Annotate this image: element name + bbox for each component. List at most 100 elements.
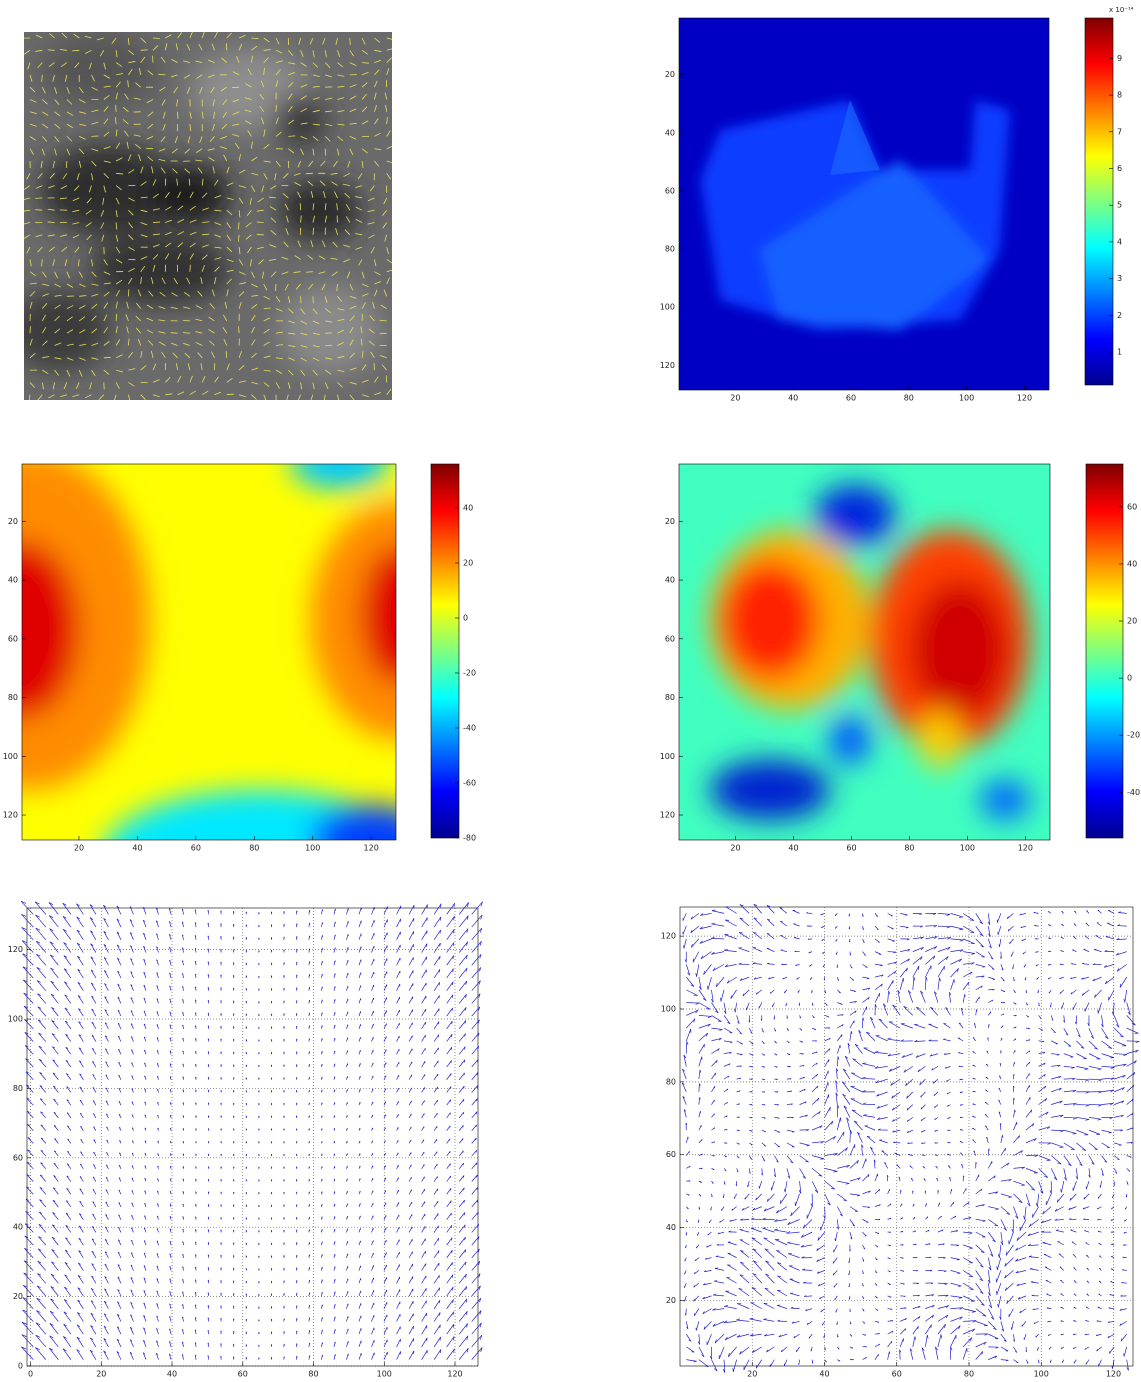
vector-arrow — [27, 1124, 33, 1130]
vector-head — [789, 1067, 790, 1068]
vector-head — [271, 950, 272, 951]
vector-arrow — [459, 1112, 463, 1118]
vector-arrow — [686, 1019, 695, 1029]
vector-arrow — [397, 958, 401, 965]
x-tick-label: 120 — [1018, 844, 1033, 853]
vector-arrow — [397, 932, 401, 940]
vector-arrow — [472, 1335, 482, 1347]
vector-arrow — [834, 1245, 838, 1252]
vector-arrow — [791, 1308, 800, 1309]
vector-head — [271, 988, 272, 989]
vector-arrow — [79, 1061, 83, 1067]
vector-arrow — [384, 946, 387, 953]
vector-head — [863, 1115, 866, 1116]
vector-arrow — [447, 1324, 454, 1334]
vector-arrow — [716, 1256, 724, 1257]
y-tick-label: 100 — [8, 1015, 23, 1024]
vector-arrow — [21, 914, 33, 927]
vector-arrow — [753, 948, 762, 952]
vector-arrow — [409, 957, 413, 965]
vector-arrow — [781, 1347, 787, 1352]
vector-arrow — [459, 1151, 463, 1156]
vector-arrow — [36, 954, 45, 965]
vector-arrow — [384, 1302, 387, 1308]
vector-arrow — [27, 1111, 33, 1118]
vector-arrow — [117, 1327, 121, 1335]
vector-arrow — [23, 980, 33, 991]
vector-arrow — [472, 1298, 481, 1309]
vector-arrow — [825, 1049, 830, 1054]
vector-arrow — [472, 1212, 479, 1220]
vector-arrow — [724, 1015, 730, 1023]
vector-arrow — [434, 1100, 437, 1105]
vector-arrow — [51, 1299, 59, 1309]
vector-arrow — [825, 1059, 829, 1066]
vector-arrow — [397, 919, 401, 927]
colorbar-tick-label: 7 — [1117, 127, 1122, 136]
vector-arrow — [65, 1250, 71, 1258]
colorbar-tick-label: 5 — [1117, 201, 1122, 210]
vector-arrow — [825, 1107, 831, 1117]
vector-head — [702, 1139, 703, 1140]
vector-arrow — [422, 1301, 427, 1309]
y-tick-label: 0 — [18, 1362, 23, 1371]
vector-arrow — [77, 1312, 83, 1321]
vector-arrow — [372, 933, 375, 940]
vector-arrow — [50, 1323, 58, 1334]
vector-arrow — [26, 1187, 33, 1194]
vector-arrow — [777, 1305, 787, 1308]
vector-arrow — [472, 1072, 478, 1079]
vector-arrow — [35, 1348, 45, 1360]
vector-head — [41, 1112, 43, 1113]
vector-head — [750, 1318, 754, 1319]
vector-arrow — [719, 1347, 724, 1359]
vector-arrow — [37, 1286, 46, 1296]
vector-arrow — [724, 1028, 732, 1033]
y-tick-label: 20 — [13, 1292, 23, 1301]
x-tick-label: 40 — [819, 1370, 829, 1379]
vector-arrow — [90, 931, 96, 940]
x-tick-label: 100 — [960, 844, 975, 853]
vector-arrow — [790, 1293, 799, 1296]
vector-arrow — [90, 918, 96, 927]
vector-arrow — [472, 915, 482, 927]
vector-arrow — [447, 1238, 452, 1245]
vector-arrow — [422, 1202, 425, 1207]
vector-arrow — [104, 1289, 108, 1296]
vector-arrow — [711, 1049, 719, 1054]
vector-arrow — [711, 1015, 721, 1021]
vector-arrow — [104, 983, 108, 990]
vector-arrow — [27, 1174, 34, 1181]
vector-arrow — [776, 1207, 787, 1213]
vector-arrow — [23, 1310, 34, 1322]
vector-arrow — [794, 1334, 800, 1338]
vector-arrow — [472, 954, 481, 965]
y-tick-label: 20 — [666, 1296, 676, 1305]
vector-arrow — [53, 1086, 58, 1092]
vector-arrow — [23, 967, 33, 978]
vector-arrow — [850, 1020, 854, 1028]
vector-arrow — [800, 1168, 806, 1178]
vector-arrow — [459, 1299, 467, 1309]
vector-head — [271, 1332, 272, 1333]
vector-arrow — [372, 972, 374, 978]
vector-head — [715, 1268, 718, 1269]
flow-arrow — [306, 272, 313, 273]
vector-arrow — [843, 1069, 850, 1079]
vector-arrow — [875, 952, 881, 955]
vector-arrow — [434, 1009, 439, 1017]
vector-head — [763, 1319, 766, 1320]
vector-arrow — [51, 981, 59, 991]
vector-arrow — [64, 1287, 70, 1296]
vector-arrow — [781, 950, 787, 952]
vector-head — [696, 973, 697, 977]
vector-arrow — [472, 1046, 479, 1054]
vector-head — [694, 1361, 697, 1362]
vector-arrow — [91, 1325, 96, 1334]
vector-arrow — [54, 1112, 58, 1118]
vector-arrow — [862, 1007, 866, 1016]
vector-head — [835, 1238, 836, 1241]
vector-arrow — [447, 1250, 453, 1258]
y-tick-label: 80 — [665, 693, 675, 702]
vector-arrow — [64, 982, 70, 991]
